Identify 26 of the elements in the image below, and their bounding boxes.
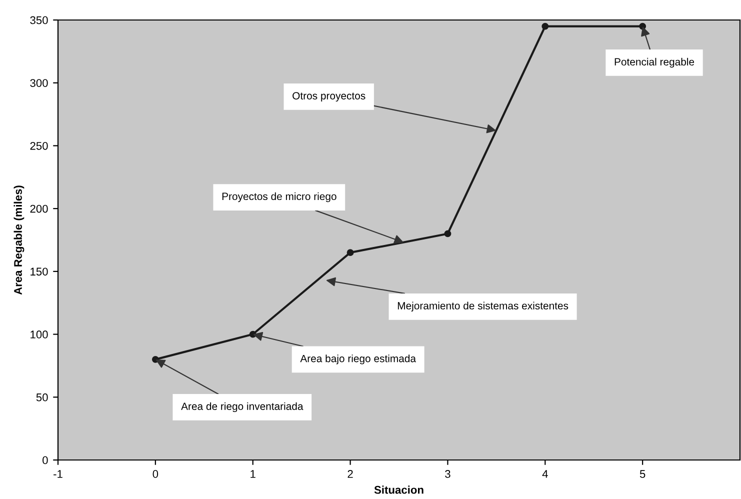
- x-tick-label: 4: [542, 470, 548, 478]
- y-tick-label: 100: [30, 330, 48, 338]
- x-tick-label: 0: [152, 470, 158, 478]
- x-tick-label: -1: [54, 470, 62, 478]
- y-axis-title: Area Regable (miles): [14, 186, 24, 295]
- annotation: Mejoramiento de sistemas existentes: [398, 302, 568, 312]
- y-tick-label: 0: [42, 456, 48, 464]
- point: [444, 230, 452, 238]
- x-tick-label: 2: [348, 470, 353, 478]
- x-tick-label: 1: [250, 470, 256, 478]
- y-tick-label: 300: [30, 79, 48, 87]
- y-tick-label: 250: [30, 142, 48, 150]
- point: [346, 249, 354, 256]
- point: [542, 22, 549, 30]
- x-tick-label: 5: [640, 470, 646, 478]
- y-tick-label: 150: [30, 268, 48, 276]
- annotation: Potencial regable: [614, 58, 694, 68]
- y-tick-label: 350: [30, 16, 48, 24]
- y-tick-label: 50: [36, 393, 48, 402]
- y-tick-label: 200: [30, 204, 48, 213]
- x-axis-title: Situacion: [374, 486, 424, 494]
- annotation: Otros proyectos: [292, 92, 366, 102]
- annotation: Area de riego inventariada: [181, 402, 304, 412]
- x-tick-label: 3: [445, 470, 450, 478]
- annotation: Area bajo riego estimada: [300, 354, 416, 364]
- annotation: Proyectos de micro riego: [222, 192, 336, 202]
